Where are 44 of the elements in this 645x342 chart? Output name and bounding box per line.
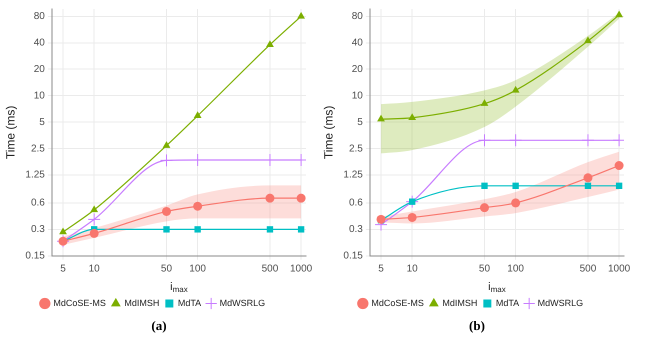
x-tick-label: 5 (378, 264, 384, 275)
y-tick-label: 0.15 (343, 250, 364, 262)
y-tick-label: 40 (34, 38, 46, 49)
text: (a) (150, 318, 168, 334)
x-tick-label: 5 (60, 264, 66, 275)
legend-label: MdWSRLG (220, 298, 266, 308)
y-tick-label: 0.3 (348, 224, 364, 236)
legend-label: MdIMSH (442, 298, 478, 308)
y-axis-title: Time (ms) (4, 106, 18, 160)
y-tick-label: 1.25 (343, 170, 364, 181)
x-tick-label: 50 (160, 264, 172, 275)
y-tick-label: 0.6 (348, 198, 364, 209)
y-tick-label: 80 (34, 11, 46, 22)
x-tick-label: 1000 (608, 264, 631, 275)
text: (b) (468, 318, 486, 334)
y-tick-label: 0.15 (25, 250, 46, 262)
x-tick-label: 500 (262, 264, 279, 275)
x-tick-label: 10 (406, 264, 418, 275)
x-tick-label: 100 (189, 264, 206, 275)
x-tick-label: 50 (478, 264, 490, 275)
y-tick-label: 10 (34, 90, 46, 102)
y-tick-label: 20 (34, 64, 46, 75)
y-tick-label: 1.25 (25, 170, 46, 181)
y-tick-label: 2.5 (348, 143, 364, 154)
y-tick-label: 0.6 (30, 198, 46, 209)
y-tick-label: 5 (39, 116, 46, 128)
legend-label: MdTA (178, 298, 202, 308)
x-tick-label: 10 (88, 264, 100, 275)
y-tick-label: 5 (357, 116, 364, 128)
y-tick-label: 20 (352, 64, 364, 75)
legend-label: MdWSRLG (538, 298, 584, 308)
y-tick-label: 2.5 (30, 143, 46, 154)
y-tick-label: 10 (352, 90, 364, 102)
x-tick-label: 100 (507, 264, 524, 275)
legend-label: MdCoSE-MS (53, 298, 106, 308)
legend-label: MdIMSH (124, 298, 160, 308)
x-tick-label: 1000 (290, 264, 313, 275)
y-axis-title: Time (ms) (322, 106, 336, 160)
y-tick-label: 40 (352, 38, 364, 49)
legend-label: MdCoSE-MS (371, 298, 424, 308)
legend-label: MdTA (496, 298, 520, 308)
y-tick-label: 0.3 (30, 224, 46, 236)
x-tick-label: 500 (580, 264, 597, 275)
y-tick-label: 80 (352, 11, 364, 22)
